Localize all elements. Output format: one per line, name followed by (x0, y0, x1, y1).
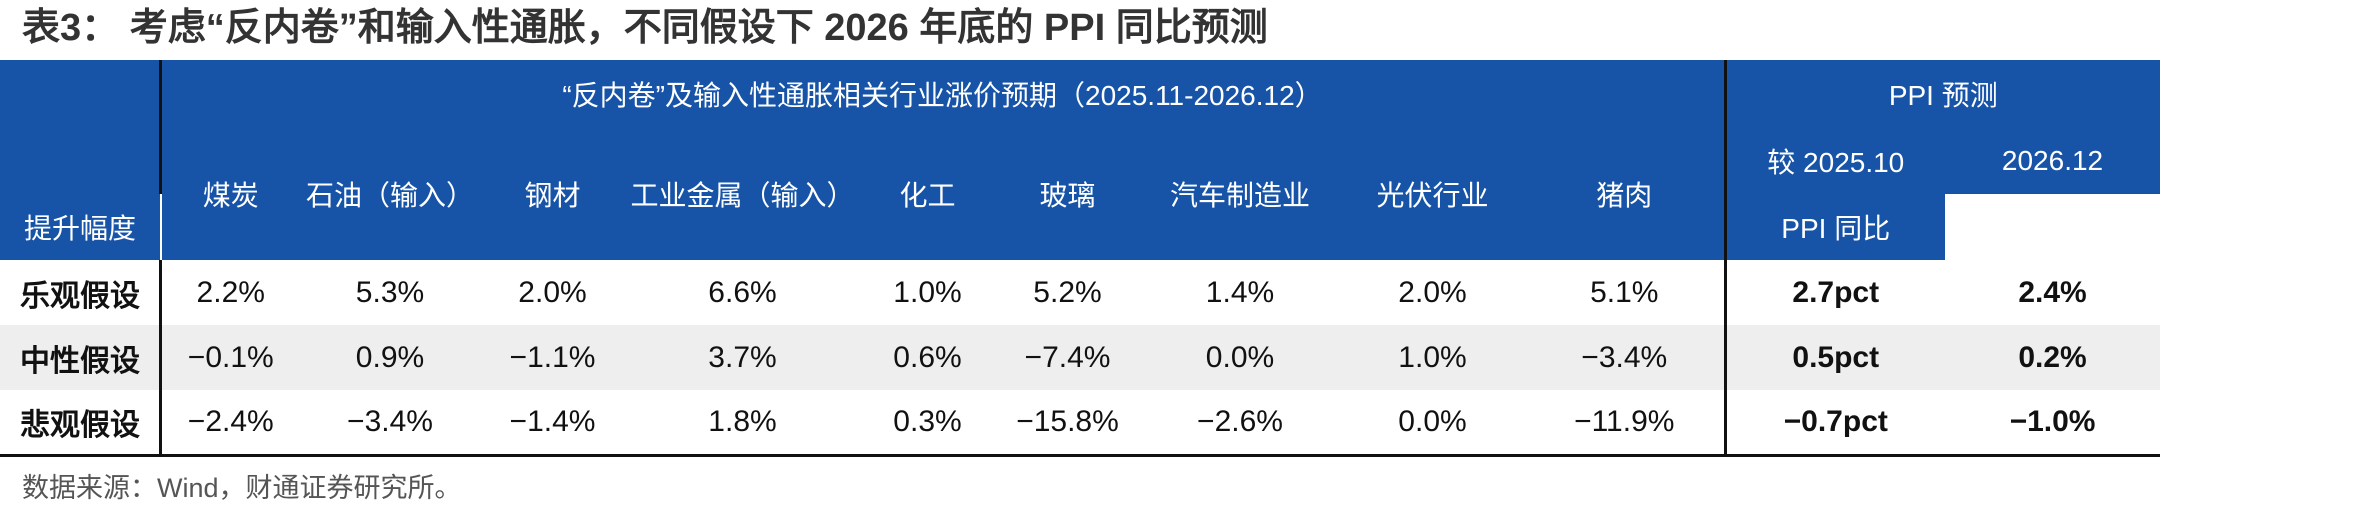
cell-ppi-change: 2.7pct (1725, 260, 1946, 325)
cell-auto: 1.4% (1140, 260, 1340, 325)
cell-glass: −7.4% (995, 325, 1140, 390)
cell-pork: 5.1% (1525, 260, 1727, 325)
cell-ppi-yoy: −1.0% (1945, 390, 2161, 457)
industry-group-header: “反内卷”及输入性通胀相关行业涨价预期（2025.11-2026.12） (160, 60, 1727, 128)
col-header-ppi-change-line2: 提升幅度 (0, 194, 160, 260)
cell-oil: −3.4% (300, 390, 480, 457)
cell-coal: −2.4% (160, 390, 300, 457)
row-label: 悲观假设 (0, 390, 162, 457)
cell-pork: −3.4% (1525, 325, 1727, 390)
table-row-optimistic: 乐观假设 2.2% 5.3% 2.0% 6.6% 1.0% 5.2% 1.4% … (0, 260, 2161, 325)
cell-auto: 0.0% (1140, 325, 1340, 390)
cell-chemicals: 0.6% (860, 325, 995, 390)
cell-steel: 2.0% (480, 260, 625, 325)
table-title: 表3： 考虑“反内卷”和输入性通胀，不同假设下 2026 年底的 PPI 同比预… (22, 7, 1268, 49)
col-header-chemicals: 化工 (860, 128, 995, 260)
cell-photovoltaic: 2.0% (1340, 260, 1525, 325)
ppi-forecast-table: “反内卷”及输入性通胀相关行业涨价预期（2025.11-2026.12） PPI… (0, 60, 2161, 457)
cell-industrial-metals: 3.7% (625, 325, 860, 390)
table-row-pessimistic: 悲观假设 −2.4% −3.4% −1.4% 1.8% 0.3% −15.8% … (0, 390, 2161, 457)
row-label: 中性假设 (0, 325, 162, 390)
cell-ppi-change: 0.5pct (1725, 325, 1946, 390)
cell-photovoltaic: 1.0% (1340, 325, 1525, 390)
col-header-industrial-metals: 工业金属（输入） (625, 128, 860, 260)
col-header-auto: 汽车制造业 (1140, 128, 1340, 260)
row-label: 乐观假设 (0, 260, 162, 325)
col-header-pork: 猪肉 (1525, 128, 1727, 260)
col-header-ppi-yoy-line1: 2026.12 (1945, 128, 2161, 194)
cell-ppi-yoy: 2.4% (1945, 260, 2161, 325)
cell-pork: −11.9% (1525, 390, 1727, 457)
cell-oil: 5.3% (300, 260, 480, 325)
cell-glass: 5.2% (995, 260, 1140, 325)
col-header-photovoltaic: 光伏行业 (1340, 128, 1525, 260)
col-header-coal: 煤炭 (160, 128, 300, 260)
cell-industrial-metals: 6.6% (625, 260, 860, 325)
cell-steel: −1.4% (480, 390, 625, 457)
cell-photovoltaic: 0.0% (1340, 390, 1525, 457)
cell-glass: −15.8% (995, 390, 1140, 457)
col-header-ppi-change-line1: 较 2025.10 (1725, 128, 1946, 194)
corner-header-cell (0, 60, 162, 194)
cell-chemicals: 0.3% (860, 390, 995, 457)
cell-coal: 2.2% (160, 260, 300, 325)
col-header-oil: 石油（输入） (300, 128, 480, 260)
cell-auto: −2.6% (1140, 390, 1340, 457)
cell-steel: −1.1% (480, 325, 625, 390)
cell-chemicals: 1.0% (860, 260, 995, 325)
col-header-glass: 玻璃 (995, 128, 1140, 260)
cell-ppi-yoy: 0.2% (1945, 325, 2161, 390)
cell-industrial-metals: 1.8% (625, 390, 860, 457)
table-row-neutral: 中性假设 −0.1% 0.9% −1.1% 3.7% 0.6% −7.4% 0.… (0, 325, 2161, 390)
source-note: 数据来源：Wind，财通证券研究所。 (22, 473, 462, 503)
col-header-steel: 钢材 (480, 128, 625, 260)
col-header-ppi-yoy-line2: PPI 同比 (1725, 194, 1946, 260)
cell-coal: −0.1% (160, 325, 300, 390)
cell-oil: 0.9% (300, 325, 480, 390)
ppi-forecast-table-container: “反内卷”及输入性通胀相关行业涨价预期（2025.11-2026.12） PPI… (0, 60, 2161, 457)
ppi-group-header: PPI 预测 (1725, 60, 2161, 128)
cell-ppi-change: −0.7pct (1725, 390, 1946, 457)
